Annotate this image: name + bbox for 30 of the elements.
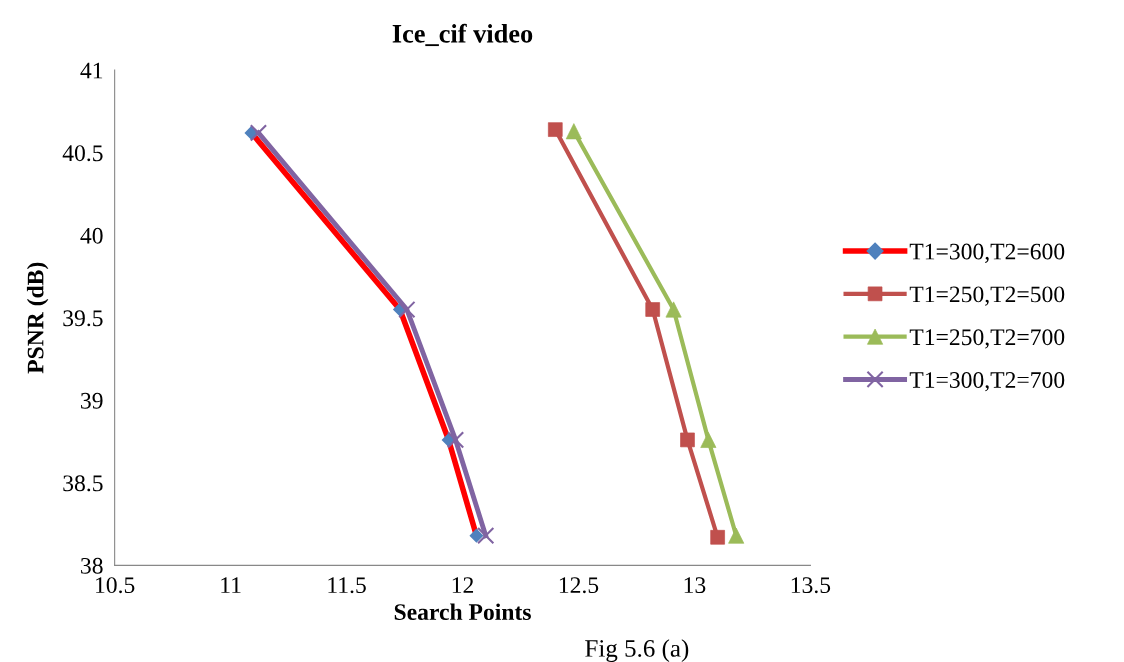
x-tick-label: 11 xyxy=(221,577,241,593)
y-tick-label: 39.5 xyxy=(63,310,103,327)
point xyxy=(700,431,717,448)
point xyxy=(548,122,563,137)
chart-title: Ice_cif video xyxy=(392,23,533,47)
y-axis-title: PSNR (dB) xyxy=(26,262,49,374)
x-tick-label: 13 xyxy=(684,577,706,594)
point xyxy=(565,123,582,140)
point xyxy=(446,431,465,449)
point xyxy=(398,300,416,319)
point xyxy=(249,124,268,142)
x-tick-label: 11.5 xyxy=(328,577,366,594)
point xyxy=(477,526,495,545)
y-tick-label: 39 xyxy=(81,392,103,409)
point xyxy=(469,528,484,543)
y-tick-label: 38.5 xyxy=(63,475,103,492)
x-tick-label: 13.5 xyxy=(791,577,831,594)
y-tick-label: 38 xyxy=(81,557,103,574)
x-tick-label: 10.5 xyxy=(96,577,135,594)
x-axis-title: Search Points xyxy=(394,603,531,621)
legend-label: T1=250,T2=700 xyxy=(909,329,1065,349)
x-tick-label: 12 xyxy=(452,577,474,593)
y-tick-label: 40.5 xyxy=(62,145,103,162)
caption: Fig 5.6 (a) xyxy=(585,639,689,662)
y-tick-label: 41 xyxy=(80,62,103,79)
legend-label: T1=300,T2=700 xyxy=(909,372,1065,392)
legend-label: T1=300,T2=600 xyxy=(909,243,1065,263)
x-tick-label: 12.5 xyxy=(559,577,599,594)
legend-label: T1=250,T2=500 xyxy=(909,286,1065,306)
y-tick-label: 40 xyxy=(80,227,103,244)
